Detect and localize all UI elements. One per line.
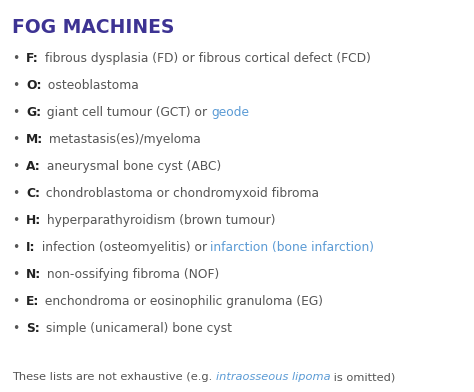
Text: G:: G:	[26, 106, 41, 119]
Text: O:: O:	[26, 79, 42, 92]
Text: infection (osteomyelitis) or: infection (osteomyelitis) or	[37, 241, 210, 254]
Text: intraosseous lipoma: intraosseous lipoma	[216, 372, 330, 382]
Text: giant cell tumour (GCT) or: giant cell tumour (GCT) or	[43, 106, 211, 119]
Text: F:: F:	[26, 52, 39, 65]
Text: geode: geode	[211, 106, 249, 119]
Text: A:: A:	[26, 160, 41, 173]
Text: •: •	[12, 214, 19, 227]
Text: •: •	[12, 52, 19, 65]
Text: •: •	[12, 268, 19, 281]
Text: FOG MACHINES: FOG MACHINES	[12, 18, 174, 37]
Text: S:: S:	[26, 322, 40, 335]
Text: E:: E:	[26, 295, 39, 308]
Text: C:: C:	[26, 187, 40, 200]
Text: N:: N:	[26, 268, 41, 281]
Text: osteoblastoma: osteoblastoma	[44, 79, 138, 92]
Text: I:: I:	[26, 241, 36, 254]
Text: •: •	[12, 295, 19, 308]
Text: non-ossifying fibroma (NOF): non-ossifying fibroma (NOF)	[43, 268, 219, 281]
Text: •: •	[12, 160, 19, 173]
Text: •: •	[12, 79, 19, 92]
Text: simple (unicameral) bone cyst: simple (unicameral) bone cyst	[42, 322, 232, 335]
Text: is omitted): is omitted)	[330, 372, 396, 382]
Text: aneurysmal bone cyst (ABC): aneurysmal bone cyst (ABC)	[43, 160, 221, 173]
Text: infarction (bone infarction): infarction (bone infarction)	[210, 241, 374, 254]
Text: H:: H:	[26, 214, 41, 227]
Text: •: •	[12, 106, 19, 119]
Text: •: •	[12, 187, 19, 200]
Text: hyperparathyroidism (brown tumour): hyperparathyroidism (brown tumour)	[43, 214, 276, 227]
Text: enchondroma or eosinophilic granuloma (EG): enchondroma or eosinophilic granuloma (E…	[41, 295, 323, 308]
Text: metastasis(es)/myeloma: metastasis(es)/myeloma	[45, 133, 201, 146]
Text: •: •	[12, 133, 19, 146]
Text: M:: M:	[26, 133, 43, 146]
Text: •: •	[12, 322, 19, 335]
Text: These lists are not exhaustive (e.g.: These lists are not exhaustive (e.g.	[12, 372, 216, 382]
Text: fibrous dysplasia (FD) or fibrous cortical defect (FCD): fibrous dysplasia (FD) or fibrous cortic…	[41, 52, 371, 65]
Text: chondroblastoma or chondromyxoid fibroma: chondroblastoma or chondromyxoid fibroma	[42, 187, 319, 200]
Text: •: •	[12, 241, 19, 254]
